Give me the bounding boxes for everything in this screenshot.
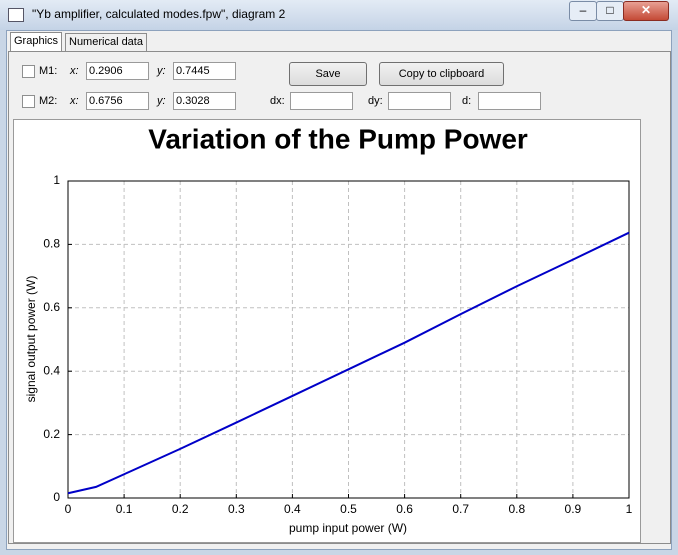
y-axis-label: signal output power (W) <box>24 276 38 403</box>
y-tick-label: 0.8 <box>43 237 60 251</box>
chart-title: Variation of the Pump Power <box>148 123 528 154</box>
data-line <box>67 231 630 495</box>
y-tick-label: 0.4 <box>43 363 60 377</box>
field-label: y: <box>157 95 166 107</box>
minimize-button[interactable]: – <box>569 1 597 21</box>
x-tick-label: 0.8 <box>508 502 525 516</box>
x-tick-label: 0.7 <box>452 502 469 516</box>
tab[interactable]: Numerical data <box>65 33 147 51</box>
maximize-button[interactable]: □ <box>596 1 624 21</box>
text-field[interactable]: 0.7445 <box>173 62 236 80</box>
marker-label: M2: <box>39 95 58 107</box>
window-title: "Yb amplifier, calculated modes.fpw", di… <box>32 7 286 21</box>
x-axis-label: pump input power (W) <box>289 521 407 535</box>
copy-button[interactable]: Copy to clipboard <box>379 62 504 86</box>
field-label: d: <box>462 95 472 107</box>
chart: Variation of the Pump Power pump input p… <box>13 119 641 543</box>
x-tick-label: 0.5 <box>340 502 357 516</box>
text-field[interactable]: 0.2906 <box>86 62 149 80</box>
field-label: dy: <box>368 95 383 107</box>
x-tick-label: 0.2 <box>172 502 189 516</box>
y-tick-label: 0.6 <box>43 300 60 314</box>
field-label: x: <box>70 65 79 77</box>
x-tick-label: 0.9 <box>565 502 582 516</box>
title-bar <box>0 0 678 30</box>
field-label: x: <box>70 95 79 107</box>
close-button[interactable]: ✕ <box>623 1 669 21</box>
y-tick-label: 0 <box>53 490 60 504</box>
y-tick-label: 0.2 <box>43 427 60 441</box>
text-field[interactable]: 0.6756 <box>86 92 149 110</box>
x-tick-label: 0.1 <box>116 502 133 516</box>
text-field[interactable] <box>290 92 353 110</box>
tab[interactable]: Graphics <box>10 32 63 51</box>
x-tick-label: 0 <box>65 502 72 516</box>
checkbox[interactable] <box>22 65 35 78</box>
field-label: y: <box>157 65 166 77</box>
field-label: dx: <box>270 95 285 107</box>
save-button[interactable]: Save <box>289 62 367 86</box>
text-field[interactable]: 0.3028 <box>173 92 236 110</box>
checkbox[interactable] <box>22 95 35 108</box>
x-tick-label: 0.3 <box>228 502 245 516</box>
marker-label: M1: <box>39 65 58 77</box>
y-tick-label: 1 <box>53 173 60 187</box>
x-tick-label: 0.6 <box>396 502 413 516</box>
plot-frame <box>67 180 630 499</box>
x-tick-label: 1 <box>626 502 633 516</box>
app-icon <box>8 8 24 22</box>
text-field[interactable] <box>388 92 451 110</box>
x-tick-label: 0.4 <box>284 502 301 516</box>
text-field[interactable] <box>478 92 541 110</box>
